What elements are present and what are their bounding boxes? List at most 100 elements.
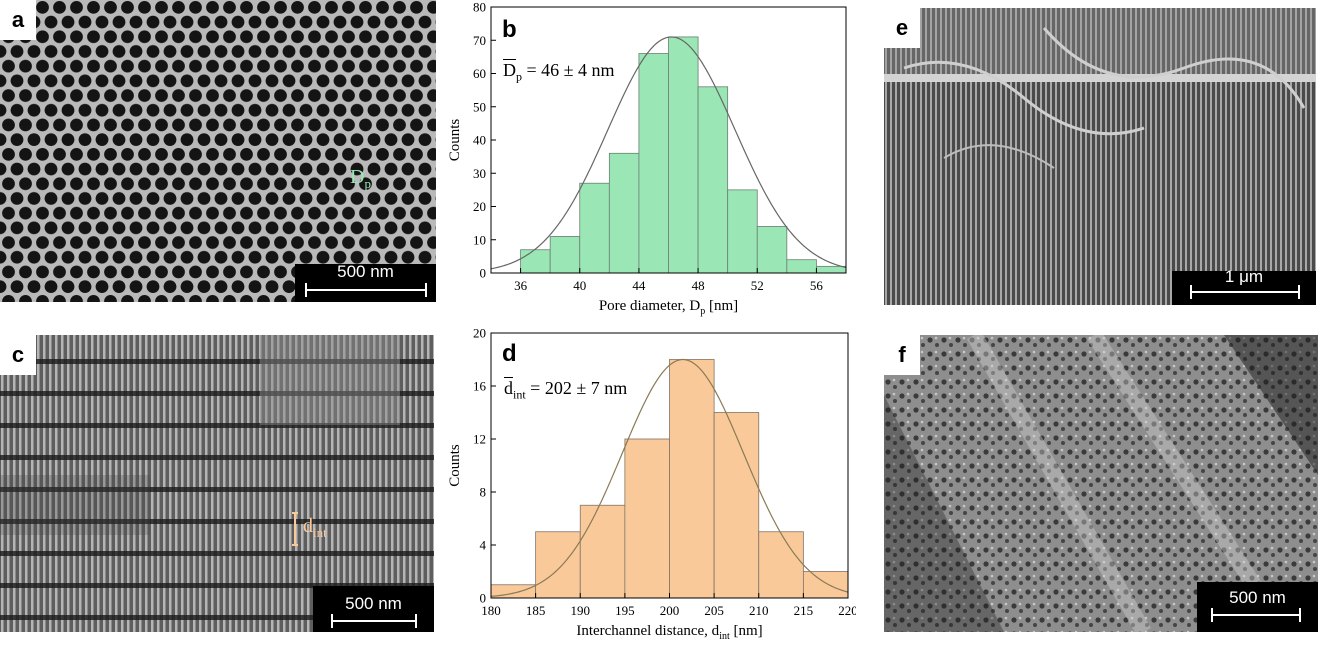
scale-bar-a: 500 nm — [295, 262, 436, 302]
chart-b-bar-4 — [638, 53, 669, 274]
scale-bar-f: 500 nm — [1197, 582, 1318, 632]
scale-bar-e-tick-left — [1190, 285, 1192, 299]
chart-d-bar-5 — [713, 412, 760, 599]
chart-b-ytick-label-7: 70 — [473, 33, 486, 48]
chart-d-xlabel: Interchannel distance, dint [nm] — [576, 623, 762, 642]
channel-cross-section-image — [0, 335, 434, 632]
chart-d-xtick-label-7: 215 — [794, 603, 814, 618]
scale-bar-c-line — [331, 620, 417, 622]
scale-bar-f-tick-left — [1211, 608, 1213, 622]
chart-d-bar-3 — [624, 438, 670, 599]
chart-d-xtick-label-3: 195 — [615, 603, 635, 618]
chart-b-xtick-label-3: 48 — [692, 278, 705, 293]
chart-b-bar-7 — [727, 189, 758, 274]
pore-array-image — [0, 0, 436, 302]
scale-bar-e-tick-right — [1298, 285, 1300, 299]
chart-b-ytick-label-2: 20 — [473, 199, 486, 214]
chart-b-bar-10 — [816, 265, 847, 274]
chart-d-bar-1 — [535, 531, 581, 599]
histogram-b-svg: 36 40 44 48 52 56 0 10 20 30 40 50 60 70 80 Counts Pore … — [447, 0, 847, 317]
panel-d-label: d — [502, 340, 517, 367]
nanowire-cross-section-image — [884, 8, 1316, 305]
scale-bar-c-text: 500 nm — [345, 594, 402, 613]
scale-bar-c-tick-right — [415, 614, 417, 628]
scale-bar-a-text: 500 nm — [337, 262, 394, 281]
histogram-d-svg: 180 185 190 195 200 205 210 215 220 0 4 8 12 16 20 Coun… — [447, 326, 858, 643]
chart-b-ylabel: Counts — [447, 119, 463, 162]
chart-d-xtick-label-2: 190 — [571, 603, 591, 618]
chart-d-xtick-label-8: 220 — [838, 603, 856, 618]
chart-b-ytick-label-4: 40 — [473, 133, 486, 148]
chart-d-bar-4 — [669, 359, 715, 599]
panel-d-histogram: 180 185 190 195 200 205 210 215 220 0 4 8 12 16 20 Coun… — [436, 326, 858, 648]
scale-bar-e-text: 1 μm — [1224, 267, 1264, 286]
chart-b-xtick-label-1: 40 — [573, 278, 586, 293]
chart-b-bar-5 — [668, 36, 699, 274]
panel-e-label: e — [884, 8, 920, 48]
chart-b-ytick-label-5: 50 — [473, 99, 486, 114]
chart-b-ytick-label-6: 60 — [473, 66, 486, 81]
panel-b-histogram: 36 40 44 48 52 56 0 10 20 30 40 50 60 70 80 Counts Pore … — [436, 0, 856, 322]
chart-d-xtick-label-6: 210 — [749, 603, 769, 618]
mean-symbol-b: D — [503, 60, 516, 80]
panel-a-sem-image: a Dp 500 nm — [0, 0, 436, 302]
pore-diameter-annotation: Dp — [350, 166, 371, 192]
scale-bar-f-text: 500 nm — [1229, 588, 1286, 607]
scale-bar-f-tick-right — [1299, 608, 1301, 622]
mean-sub-d: int — [513, 387, 526, 402]
chart-d-ytick-label-4: 16 — [473, 379, 487, 394]
chart-d-xtick-label-4: 200 — [660, 603, 680, 618]
chart-b-ytick-label-0: 0 — [480, 266, 487, 281]
chart-d-fit-curve — [490, 358, 849, 597]
chart-b-xtick-label-5: 56 — [810, 278, 824, 293]
interchannel-annotation: dint — [303, 515, 327, 541]
scale-bar-c-tick-left — [331, 614, 333, 628]
chart-d-ytick-label-5: 20 — [473, 326, 486, 341]
mean-pore-diameter: Dp = 46 ± 4 nm — [503, 60, 615, 85]
scale-bar-f-line — [1211, 614, 1301, 616]
pore-annotation-main: D — [350, 166, 365, 188]
mean-sub-b: p — [516, 69, 522, 84]
chart-b-bar-3 — [608, 152, 640, 274]
int-annotation-sub: int — [313, 525, 327, 540]
chart-b-xtick-label-2: 44 — [632, 278, 646, 293]
chart-b-ytick-label-1: 10 — [473, 232, 486, 247]
int-annotation-main: d — [303, 515, 313, 537]
mean-interchannel-distance: dint = 202 ± 7 nm — [504, 378, 627, 403]
chart-b-xtick-label-0: 36 — [514, 278, 528, 293]
pore-annotation-sub: p — [364, 176, 371, 191]
scale-bar-a-tick-left — [305, 283, 307, 297]
chart-d-xtick-label-5: 205 — [704, 603, 724, 618]
chart-d-bar-6 — [758, 531, 804, 599]
chart-b-bar-6 — [697, 86, 729, 274]
chart-d-xtick-label-0: 180 — [481, 603, 501, 618]
panel-c-sem-image: c dint 500 nm — [0, 335, 434, 632]
chart-d-ytick-label-2: 8 — [480, 485, 487, 500]
chart-b-bar-1 — [549, 236, 581, 274]
chart-b-bar-0 — [520, 249, 551, 274]
chart-b-fit-curve — [490, 36, 847, 270]
chart-b-xlabel: Pore diameter, Dp [nm] — [599, 298, 738, 317]
chart-b-bar-8 — [756, 226, 788, 274]
scale-bar-e: 1 μm — [1172, 267, 1316, 305]
mean-value-d: = 202 ± 7 nm — [525, 378, 628, 398]
panel-b-label: b — [502, 16, 517, 43]
scale-bar-a-tick-right — [425, 283, 427, 297]
chart-d-ylabel: Counts — [447, 444, 463, 487]
chart-b-bar-2 — [579, 182, 610, 274]
interchannel-marker — [292, 512, 298, 546]
chart-d-bar-7 — [802, 571, 849, 599]
scale-bar-c: 500 nm — [313, 586, 434, 632]
chart-d-ytick-label-3: 12 — [473, 432, 486, 447]
chart-b-ytick-label-3: 30 — [473, 166, 486, 181]
chart-d-ytick-label-0: 0 — [480, 591, 487, 606]
chart-d-ytick-label-1: 4 — [480, 538, 487, 553]
panel-e-sem-image: e 1 μm — [884, 8, 1316, 305]
panel-a-label: a — [0, 0, 36, 40]
chart-b-xtick-label-4: 52 — [751, 278, 764, 293]
scale-bar-e-line — [1190, 291, 1300, 293]
panel-f-sem-image: f 500 nm — [884, 335, 1318, 632]
mean-symbol-d: d — [504, 378, 513, 398]
chart-d-bar-2 — [579, 504, 626, 599]
panel-c-label: c — [0, 335, 36, 375]
